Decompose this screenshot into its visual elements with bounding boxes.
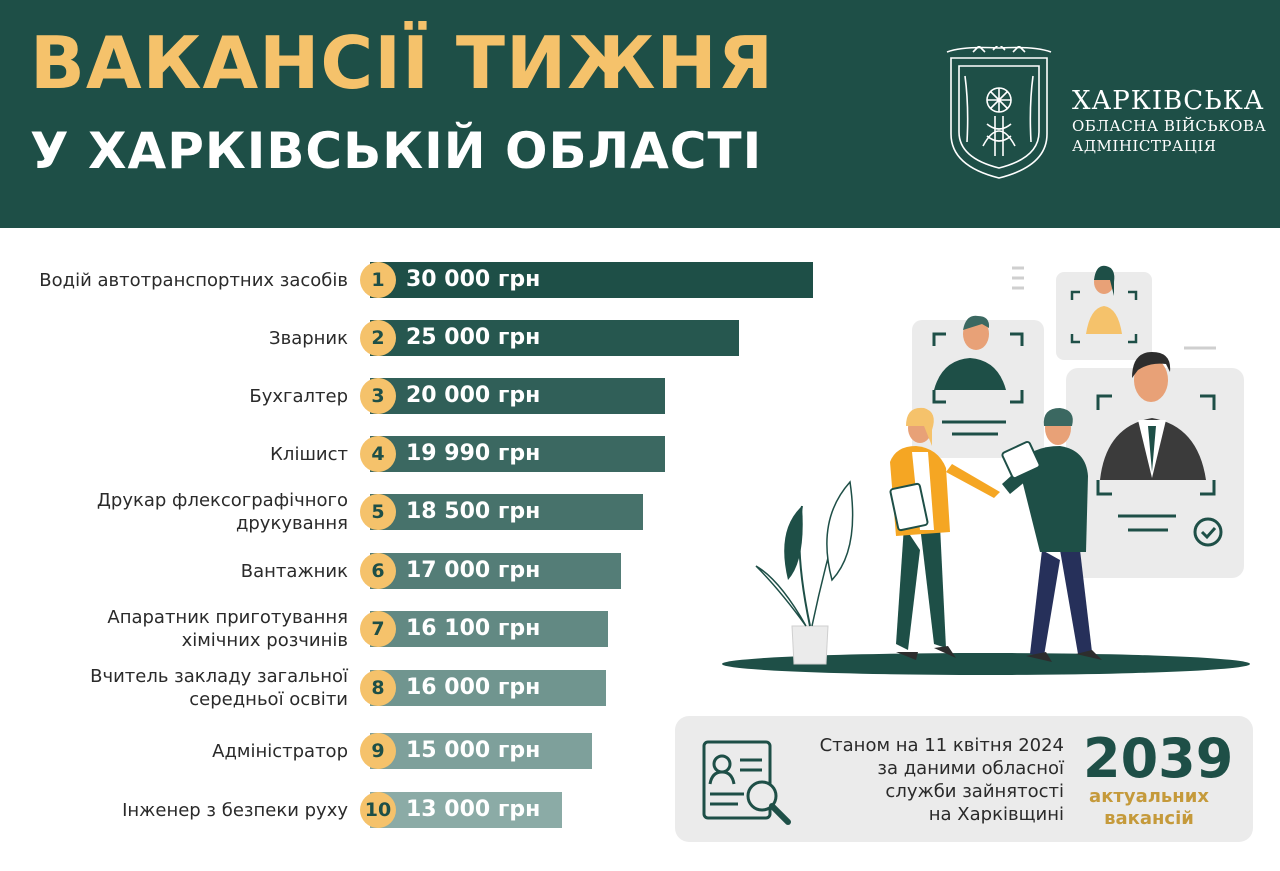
salary-value-label: 15 000 грн [406, 738, 541, 763]
rank-badge: 6 [360, 553, 396, 589]
category-label-line: Апаратник приготування [107, 607, 348, 628]
vacancy-count: 2039 [1083, 727, 1234, 790]
category-label: Бухгалтер [8, 385, 348, 408]
resume-search-icon [702, 740, 791, 825]
salary-value-label: 16 100 грн [406, 616, 541, 641]
salary-value-label: 25 000 грн [406, 325, 541, 350]
logo-text: ХАРКІВСЬКА ОБЛАСНА ВІЙСЬКОВА АДМІНІСТРАЦ… [1072, 86, 1266, 156]
category-label: Водій автотранспортних засобів [8, 269, 348, 292]
info-text-line: служби зайнятості [885, 781, 1064, 802]
category-label: Інженер з безпеки руху [8, 799, 348, 822]
rank-badge: 1 [360, 262, 396, 298]
info-text-line: за даними обласної [877, 758, 1064, 779]
info-text-line: на Харківщині [928, 804, 1064, 825]
rank-badge: 4 [360, 436, 396, 472]
vacancy-count-label-line: актуальних [1089, 786, 1209, 807]
salary-value-label: 17 000 грн [406, 558, 541, 583]
rank-badge: 7 [360, 611, 396, 647]
vacancy-count-label: актуальних вакансій [1078, 786, 1220, 830]
category-label-line: Бухгалтер [249, 385, 348, 407]
logo-line-1: ХАРКІВСЬКА [1072, 86, 1265, 116]
salary-bar [370, 494, 643, 530]
kharkiv-oblast-coat-of-arms-icon [946, 46, 1052, 179]
category-label-line: Водій автотранспортних засобів [39, 269, 348, 291]
salary-value-label: 16 000 грн [406, 675, 541, 700]
salary-bar [370, 733, 592, 769]
rank-badge: 8 [360, 670, 396, 706]
category-label: Вчитель закладу загальної середньої освіт… [8, 665, 348, 711]
salary-bar [370, 611, 608, 647]
salary-bar [370, 553, 621, 589]
rank-badge: 10 [360, 792, 396, 828]
header-banner: ВАКАНСІЇ ТИЖНЯ У ХАРКІВСЬКІЙ ОБЛАСТІ ХАР… [0, 0, 1280, 228]
category-label-line: Клішист [270, 443, 348, 465]
category-label: Вантажник [8, 560, 348, 583]
info-text-line: Станом на 11 квітня 2024 [819, 735, 1064, 756]
rank-badge: 2 [360, 320, 396, 356]
salary-bar [370, 320, 739, 356]
rank-badge: 9 [360, 733, 396, 769]
salary-value-label: 13 000 грн [406, 797, 541, 822]
salary-value-label: 19 990 грн [406, 441, 541, 466]
category-label: Друкар флексографічного друкування [8, 489, 348, 535]
category-label-line: Вчитель закладу загальної [90, 666, 348, 687]
salary-value-label: 18 500 грн [406, 499, 541, 524]
rank-badge: 5 [360, 494, 396, 530]
category-label-line: Вантажник [240, 560, 348, 582]
category-label: Клішист [8, 443, 348, 466]
salary-bar [370, 378, 665, 414]
salary-bar [370, 262, 813, 298]
category-label-line: друкування [235, 513, 348, 534]
salary-value-label: 30 000 грн [406, 267, 541, 292]
category-label: Адміністратор [8, 740, 348, 763]
category-label-line: хімічних розчинів [181, 630, 348, 651]
logo-line-2: ОБЛАСНА ВІЙСЬКОВА [1072, 117, 1267, 135]
logo-line-3: АДМІНІСТРАЦІЯ [1072, 137, 1217, 155]
recruitment-people-illustration-icon [722, 265, 1250, 675]
category-label-line: Адміністратор [212, 740, 348, 762]
salary-bar [370, 792, 562, 828]
salary-bar [370, 436, 665, 472]
info-text: Станом на 11 квітня 2024 за даними облас… [800, 734, 1064, 826]
category-label-line: Друкар флексографічного [96, 490, 348, 511]
vacancy-count-label-line: вакансій [1104, 808, 1194, 829]
page-subtitle: У ХАРКІВСЬКІЙ ОБЛАСТІ [30, 122, 763, 180]
category-label-line: Інженер з безпеки руху [122, 799, 348, 821]
category-label: Апаратник приготування хімічних розчинів [8, 606, 348, 652]
category-label: Зварник [8, 327, 348, 350]
salary-value-label: 20 000 грн [406, 383, 541, 408]
rank-badge: 3 [360, 378, 396, 414]
category-label-line: середньої освіти [189, 689, 348, 710]
salary-bar [370, 670, 606, 706]
category-label-line: Зварник [269, 327, 348, 349]
page-title: ВАКАНСІЇ ТИЖНЯ [30, 21, 775, 105]
